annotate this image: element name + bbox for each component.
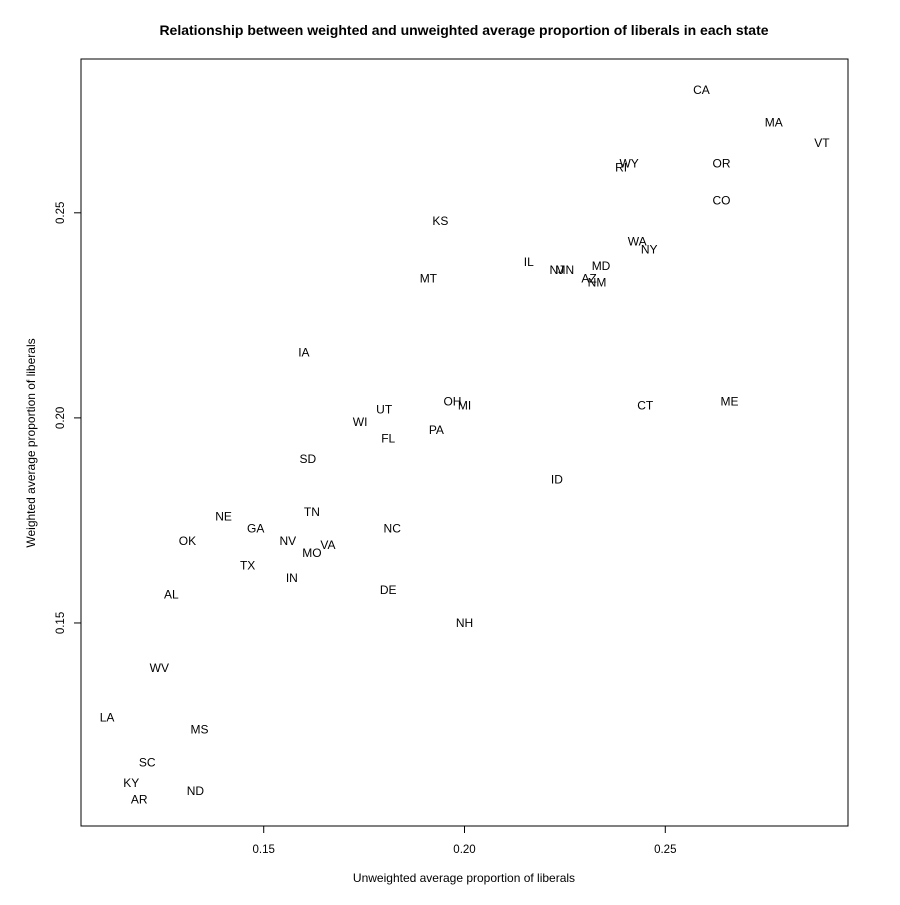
state-point-va: VA	[320, 538, 335, 552]
state-point-ca: CA	[693, 83, 710, 97]
state-point-nh: NH	[456, 616, 473, 630]
state-point-tn: TN	[304, 505, 320, 519]
state-point-ok: OK	[179, 534, 196, 548]
x-axis-label: Unweighted average proportion of liberal…	[353, 871, 575, 885]
state-point-ut: UT	[376, 403, 393, 417]
y-axis-label: Weighted average proportion of liberals	[24, 338, 38, 547]
x-tick-label: 0.25	[654, 844, 676, 856]
state-point-mo: MO	[302, 546, 321, 560]
state-point-mi: MI	[458, 399, 471, 413]
state-point-ar: AR	[131, 792, 148, 806]
y-tick-label: 0.20	[55, 407, 67, 429]
state-point-or: OR	[713, 157, 731, 171]
state-point-ga: GA	[247, 522, 264, 536]
state-point-nc: NC	[384, 522, 402, 536]
state-point-mt: MT	[420, 271, 438, 285]
state-point-nm: NM	[588, 276, 607, 290]
state-point-ct: CT	[637, 399, 654, 413]
state-point-wi: WI	[353, 415, 368, 429]
x-tick-label: 0.15	[253, 844, 275, 856]
state-point-nj: NJ	[550, 263, 565, 277]
x-axis: 0.15 0.20 0.25	[253, 826, 676, 856]
state-point-ks: KS	[432, 214, 448, 228]
state-point-in: IN	[286, 571, 298, 585]
state-point-sd: SD	[300, 452, 317, 466]
state-point-co: CO	[713, 194, 731, 208]
state-point-wy: WY	[619, 157, 638, 171]
state-point-pa: PA	[429, 423, 444, 437]
x-tick-label: 0.20	[453, 844, 475, 856]
state-point-wv: WV	[150, 661, 169, 675]
state-point-ms: MS	[190, 723, 208, 737]
state-point-ia: IA	[298, 345, 309, 359]
chart-title: Relationship between weighted and unweig…	[159, 22, 768, 38]
state-point-ma: MA	[765, 116, 783, 130]
state-point-mn: MN	[556, 263, 575, 277]
state-point-ri: RI	[615, 161, 627, 175]
state-point-de: DE	[380, 583, 397, 597]
state-point-vt: VT	[814, 136, 830, 150]
state-point-fl: FL	[381, 431, 395, 445]
state-point-az: AZ	[581, 271, 596, 285]
state-point-ky: KY	[123, 776, 139, 790]
state-point-ny: NY	[641, 243, 658, 257]
state-point-il: IL	[524, 255, 534, 269]
state-point-al: AL	[164, 587, 179, 601]
y-tick-label: 0.25	[55, 202, 67, 224]
state-point-nv: NV	[279, 534, 296, 548]
state-point-la: LA	[100, 710, 115, 724]
state-point-tx: TX	[240, 559, 255, 573]
state-point-ne: NE	[215, 509, 232, 523]
state-point-me: ME	[721, 394, 739, 408]
state-point-nd: ND	[187, 784, 205, 798]
y-tick-label: 0.15	[55, 612, 67, 634]
state-point-id: ID	[551, 472, 563, 486]
state-point-sc: SC	[139, 755, 156, 769]
state-point-oh: OH	[443, 394, 461, 408]
y-axis: 0.15 0.20 0.25	[55, 202, 81, 634]
state-point-wa: WA	[628, 235, 647, 249]
state-point-md: MD	[592, 259, 611, 273]
